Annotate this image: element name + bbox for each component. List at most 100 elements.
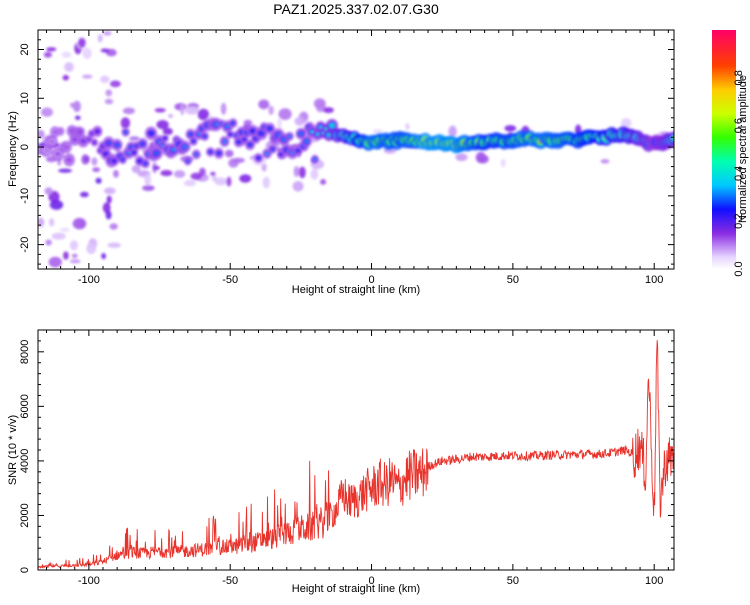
ridge-core	[66, 158, 72, 162]
noise-blob	[226, 176, 232, 187]
colorbar-label: Normalized spectral amplitude	[737, 75, 749, 223]
colorbar-tick-label: 0.8	[733, 70, 745, 85]
noise-blob	[122, 107, 135, 115]
noise-blob	[455, 153, 468, 162]
noise-blob	[104, 187, 116, 195]
top-y-tick-label: 20	[19, 43, 31, 55]
noise-blob	[95, 177, 102, 184]
ridge-core	[288, 135, 292, 138]
ridge-core	[171, 148, 177, 152]
ridge-core	[231, 121, 235, 125]
bottom-x-tick-label: -100	[78, 575, 100, 587]
ridge-core	[143, 162, 148, 165]
colorbar-tick-label: 0.4	[733, 166, 745, 181]
ridge-core	[132, 151, 136, 154]
noise-blob	[294, 116, 306, 126]
ridge-core	[90, 132, 94, 135]
ridge-core	[242, 138, 246, 141]
noise-blob	[49, 218, 55, 227]
ridge-core	[87, 138, 91, 141]
ridge-core	[213, 122, 219, 127]
ridge-core	[103, 152, 108, 156]
noise-blob	[102, 202, 111, 214]
snr-background	[38, 330, 674, 570]
ridge-core	[329, 123, 335, 128]
ridge-core	[281, 137, 287, 142]
noise-blob	[185, 106, 200, 115]
noise-blob	[72, 217, 87, 230]
noise-blob	[475, 151, 487, 164]
noise-blob	[310, 168, 319, 180]
snr-x-axis-label: Height of straight line (km)	[292, 583, 420, 595]
noise-blob	[92, 167, 101, 173]
snr-panel: -100 -50 0 50 100 0 2000 4000 6000 8000 Height o…	[7, 329, 675, 595]
ridge-core	[234, 134, 238, 137]
top-y-tick-label: 0	[19, 144, 31, 150]
ridge-core	[137, 159, 142, 163]
ridge-core	[95, 130, 100, 133]
noise-blob	[74, 115, 81, 121]
ridge-core	[258, 131, 264, 135]
bottom-y-tick-label: 2000	[19, 503, 31, 527]
ridge-core	[182, 145, 188, 149]
noise-blob	[224, 149, 234, 158]
snr-line	[38, 340, 674, 570]
noise-blob	[105, 89, 113, 97]
noise-blob	[58, 168, 72, 173]
ridge-core	[49, 140, 55, 143]
ridge-core	[225, 125, 230, 129]
noise-blob	[113, 169, 119, 178]
spectrogram-y-axis-label: Frequency (Hz)	[7, 111, 19, 187]
top-y-tick-label: -10	[19, 188, 31, 204]
noise-blob	[214, 177, 228, 186]
noise-blob	[183, 179, 196, 187]
noise-blob	[313, 98, 326, 109]
ridge-core	[148, 131, 154, 135]
noise-blob	[277, 118, 282, 129]
noise-blob	[63, 251, 69, 260]
bottom-y-tick-label: 6000	[19, 394, 31, 418]
noise-blob	[43, 51, 53, 58]
top-x-tick-label: 50	[507, 274, 519, 286]
ridge-core	[112, 159, 117, 163]
bottom-x-tick-label: 50	[507, 575, 519, 587]
ridge-core	[59, 130, 63, 133]
spectrogram-x-tick-labels: -100 -50 0 50 100	[78, 274, 664, 286]
noise-blob	[293, 166, 300, 177]
noise-blob	[104, 98, 114, 105]
snr-y-axis-label: SNR (10 * v/v)	[7, 415, 19, 485]
noise-blob	[82, 74, 93, 79]
noise-blob	[262, 176, 270, 189]
top-x-tick-label: 100	[645, 274, 663, 286]
ridge-core	[267, 127, 272, 130]
noise-blob	[292, 181, 304, 192]
ridge-core	[140, 142, 145, 146]
ridge-core	[154, 151, 160, 155]
ridge-core	[163, 137, 167, 140]
noise-blob	[190, 172, 203, 180]
ridge-core	[236, 140, 241, 144]
ridge-core	[55, 152, 61, 156]
noise-blob	[258, 99, 270, 110]
spectrogram-x-axis-label: Height of straight line (km)	[292, 284, 420, 296]
noise-blob	[97, 34, 103, 43]
spectrogram-heatmap	[38, 31, 674, 268]
ridge-core	[298, 132, 303, 136]
ridge-core	[129, 145, 134, 149]
noise-blob	[168, 114, 174, 118]
noise-blob	[45, 239, 52, 246]
bottom-x-tick-label: -50	[222, 575, 238, 587]
noise-blob	[261, 163, 267, 172]
noise-blob	[103, 31, 112, 36]
noise-blob	[109, 80, 121, 88]
ridge-core	[248, 143, 252, 147]
noise-blob	[144, 173, 152, 186]
noise-blob	[80, 191, 89, 198]
bottom-y-tick-label: 8000	[19, 340, 31, 364]
bottom-y-tick-label: 4000	[19, 449, 31, 473]
noise-blob	[180, 104, 185, 116]
colorbar-tick-label: 0.0	[733, 261, 745, 276]
ridge-core	[279, 153, 283, 156]
noise-blob	[46, 47, 57, 52]
